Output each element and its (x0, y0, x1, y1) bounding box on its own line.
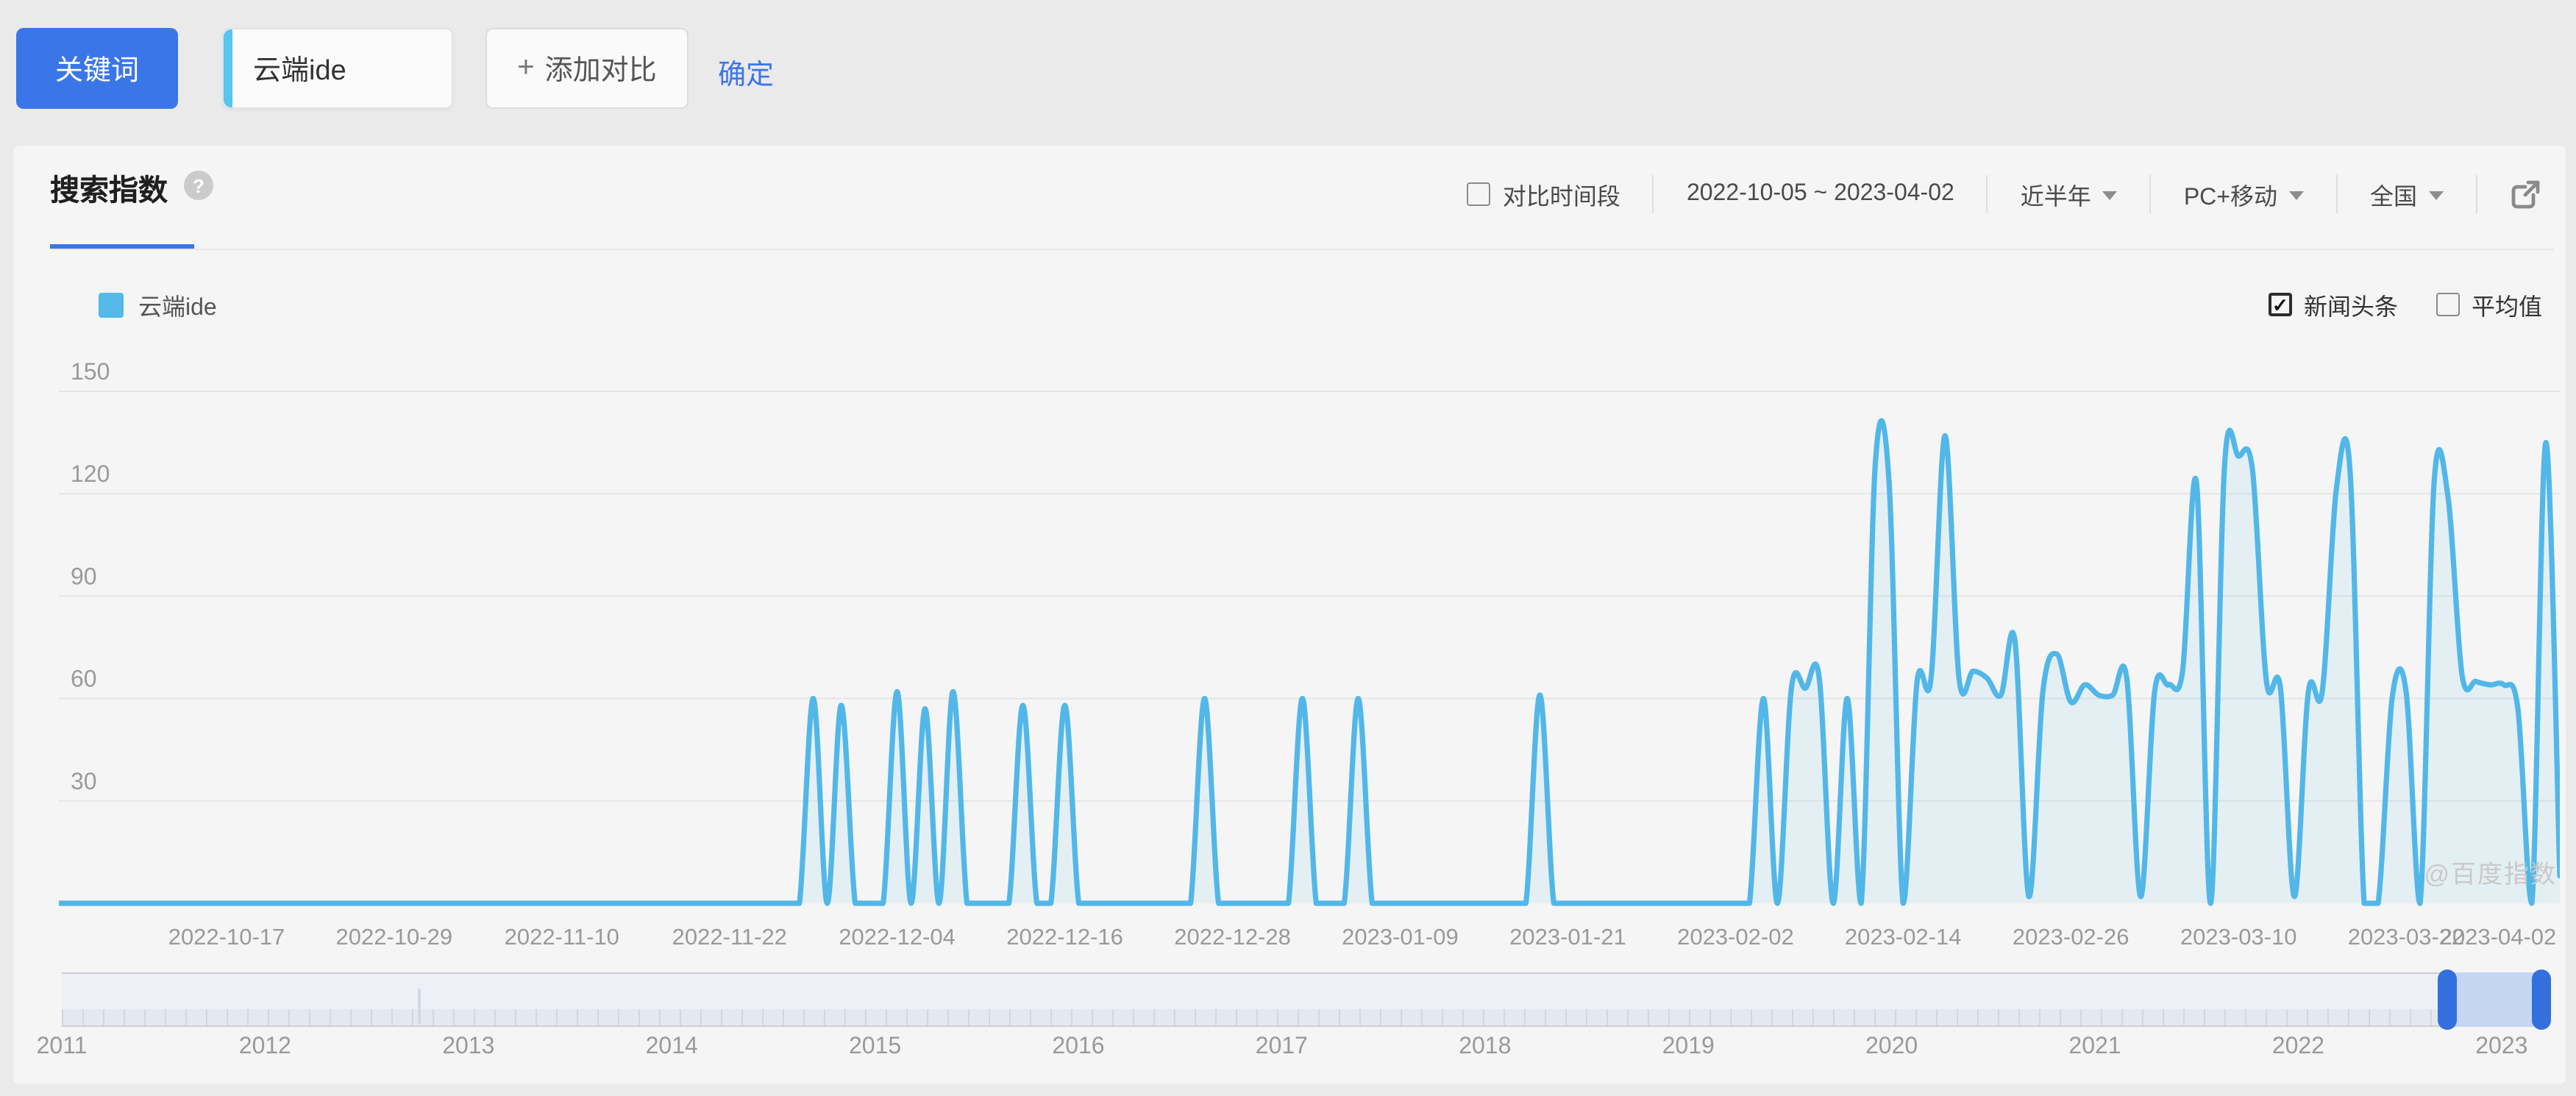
search-index-chart[interactable]: 30 60 90 120 150 2022-10-17 2022-10-29 2022-11-… (59, 362, 2560, 956)
period-dropdown[interactable]: 近半年 (2021, 177, 2118, 212)
x-axis-label: 2022-10-17 (168, 924, 285, 950)
timeline-year-label: 2016 (1052, 1034, 1105, 1059)
average-toggle[interactable]: 平均值 (2436, 287, 2542, 322)
keyword-input[interactable]: 云端ide (222, 28, 453, 109)
timeline-mini-spike (417, 989, 421, 1024)
platform-dropdown[interactable]: PC+移动 (2184, 177, 2304, 212)
chart-controls: 对比时间段 2022-10-05 ~ 2023-04-02 近半年 PC+移动 … (1467, 175, 2542, 213)
active-tab-underline (50, 244, 194, 250)
header-divider (50, 249, 2554, 250)
x-axis-label: 2022-12-04 (839, 924, 956, 950)
baidu-index-watermark: @百度指数 (2424, 861, 2557, 889)
timeline-year-label: 2020 (1865, 1034, 1918, 1059)
timeline-year-label: 2023 (2475, 1034, 2528, 1059)
plus-icon: + (517, 51, 535, 84)
period-dropdown-value: 近半年 (2020, 185, 2091, 210)
keyword-color-accent (224, 29, 232, 107)
chevron-down-icon (2102, 191, 2118, 200)
news-headlines-label: 新闻头条 (2303, 296, 2398, 321)
timeline-selection-window[interactable] (2447, 972, 2543, 1027)
x-axis-label: 2022-12-16 (1006, 924, 1123, 950)
region-dropdown-value: 全国 (2369, 185, 2417, 210)
tab-search-index[interactable]: 搜索指数 (50, 175, 168, 207)
x-axis-label: 2022-11-10 (505, 924, 619, 950)
x-axis-label: 2023-03-10 (2180, 924, 2297, 950)
separator (1986, 175, 1988, 213)
timeline-year-label: 2021 (2068, 1034, 2121, 1059)
region-dropdown[interactable]: 全国 (2370, 177, 2444, 212)
timeline-year-label: 2011 (36, 1034, 88, 1059)
timeline-year-label: 2017 (1255, 1034, 1308, 1059)
chevron-down-icon (2288, 191, 2304, 200)
add-compare-button[interactable]: + 添加对比 (485, 28, 689, 109)
compare-period-checkbox[interactable] (1467, 182, 1491, 206)
timeline-minor-ticks (62, 1009, 2548, 1025)
chevron-down-icon (2429, 191, 2444, 200)
x-axis-label: 2023-02-14 (1845, 924, 1962, 950)
y-axis-label: 120 (71, 460, 110, 487)
add-compare-label: 添加对比 (544, 56, 657, 87)
keyword-input-value: 云端ide (253, 56, 346, 87)
series-legend-label: 云端ide (138, 296, 217, 321)
y-axis-label: 30 (71, 768, 97, 794)
timeline-year-label: 2012 (238, 1034, 291, 1059)
y-axis-label: 60 (71, 666, 97, 692)
timeline-right-handle[interactable] (2532, 969, 2552, 1030)
x-axis-label: 2023-02-02 (1677, 924, 1794, 950)
compare-period-label: 对比时间段 (1502, 185, 1620, 210)
separator (2149, 175, 2152, 213)
x-axis-label: 2023-02-26 (2013, 924, 2130, 950)
timeline-year-label: 2013 (442, 1034, 495, 1059)
compare-period-toggle[interactable]: 对比时间段 (1467, 177, 1620, 212)
timeline-year-label: 2019 (1662, 1034, 1715, 1059)
y-axis-label: 150 (71, 362, 110, 385)
timeline-slider-track[interactable] (62, 969, 2552, 1030)
news-headlines-checkbox[interactable]: ✓ (2268, 293, 2292, 316)
platform-dropdown-value: PC+移动 (2183, 185, 2277, 210)
y-axis-label: 90 (71, 563, 97, 589)
x-axis-label: 2022-10-29 (336, 924, 453, 950)
legend-item-series[interactable]: 云端ide (99, 287, 217, 322)
search-index-card: 搜索指数 ? 对比时间段 2022-10-05 ~ 2023-04-02 近半年… (13, 146, 2566, 1084)
open-external-icon[interactable] (2510, 178, 2542, 210)
date-range-display: 2022-10-05 ~ 2023-04-02 (1686, 181, 1954, 206)
separator (2335, 175, 2338, 213)
overlay-toggles: ✓ 新闻头条 平均值 (2268, 287, 2542, 322)
timeline-year-label: 2015 (849, 1034, 902, 1059)
average-checkbox[interactable] (2436, 293, 2460, 316)
confirm-link[interactable]: 确定 (718, 60, 775, 91)
news-headlines-toggle[interactable]: ✓ 新闻头条 (2268, 287, 2398, 322)
x-axis-label: 2023-01-21 (1509, 924, 1626, 950)
x-axis-label: 2022-12-28 (1174, 924, 1291, 950)
series-area-fill (59, 420, 2560, 903)
separator (1652, 175, 1654, 213)
timeline-year-label: 2022 (2271, 1034, 2324, 1059)
timeline-left-handle[interactable] (2438, 969, 2458, 1030)
series-line[interactable] (59, 418, 2560, 906)
help-icon[interactable]: ? (184, 171, 213, 200)
x-axis-label: 2022-11-22 (672, 924, 787, 950)
x-axis-label: 2023-04-02 (2440, 924, 2557, 950)
separator (2476, 175, 2477, 213)
x-axis-label: 2023-01-09 (1342, 924, 1459, 950)
keyword-button[interactable]: 关键词 (16, 28, 178, 109)
series-color-swatch (99, 292, 124, 317)
timeline-year-label: 2018 (1459, 1034, 1512, 1059)
average-label: 平均值 (2471, 296, 2542, 321)
x-axis-label: 2023-03-22 (2348, 924, 2465, 950)
timeline-year-label: 2014 (645, 1034, 698, 1059)
